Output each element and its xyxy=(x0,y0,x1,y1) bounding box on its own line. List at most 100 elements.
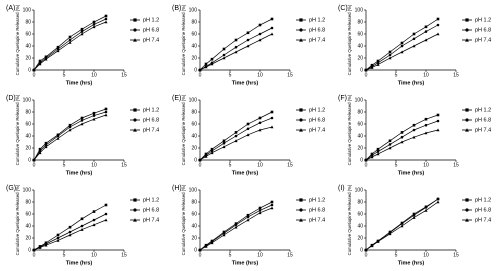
legend-label: pH 7.4 xyxy=(475,217,491,223)
marker xyxy=(258,116,262,120)
x-tick-label: 0 xyxy=(199,72,202,78)
legend-marker xyxy=(465,208,469,212)
x-axis-label: Time (hrs) xyxy=(232,170,259,176)
marker xyxy=(376,61,380,65)
marker xyxy=(210,149,214,153)
y-tick-label: 0 xyxy=(194,247,197,253)
legend-label: pH 1.2 xyxy=(143,107,159,113)
x-tick-label: 10 xyxy=(257,162,263,168)
x-tick-label: 0 xyxy=(199,252,202,258)
y-tick-label: 60 xyxy=(25,121,31,127)
marker xyxy=(68,123,72,127)
marker xyxy=(246,215,250,219)
legend-marker xyxy=(133,38,137,42)
legend-marker xyxy=(299,198,303,202)
y-tick-label: 40 xyxy=(357,223,363,229)
marker xyxy=(270,116,274,120)
marker xyxy=(56,233,60,237)
y-axis-label: Cumulative Quetiapine Released (%) xyxy=(181,94,186,165)
marker xyxy=(412,44,416,48)
marker xyxy=(38,149,42,153)
x-tick-label: 15 xyxy=(287,72,293,78)
legend-marker xyxy=(133,118,137,122)
y-tick-label: 0 xyxy=(28,247,31,253)
marker xyxy=(270,206,274,210)
marker xyxy=(400,140,404,144)
marker xyxy=(424,30,428,33)
marker xyxy=(436,128,440,132)
marker xyxy=(92,111,96,115)
marker xyxy=(376,63,380,66)
marker xyxy=(258,128,262,132)
x-axis-label: Time (hrs) xyxy=(398,80,425,86)
marker xyxy=(388,50,392,54)
marker xyxy=(400,41,404,45)
marker xyxy=(412,213,416,217)
y-tick-label: 40 xyxy=(191,133,197,139)
x-tick-label: 10 xyxy=(257,252,263,258)
y-tick-label: 40 xyxy=(191,223,197,229)
marker xyxy=(56,134,60,138)
marker xyxy=(376,240,380,243)
marker xyxy=(32,68,36,72)
marker xyxy=(56,136,60,140)
marker xyxy=(412,216,416,219)
marker xyxy=(104,107,108,111)
x-tick-label: 10 xyxy=(91,162,97,168)
marker xyxy=(234,225,238,229)
x-tick-label: 15 xyxy=(453,252,459,258)
marker xyxy=(68,40,72,44)
legend-label: pH 1.2 xyxy=(143,197,159,203)
marker xyxy=(68,225,72,229)
marker xyxy=(246,44,250,48)
y-tick-label: 40 xyxy=(357,43,363,49)
marker xyxy=(436,113,440,117)
legend-label: pH 1.2 xyxy=(309,107,325,113)
marker xyxy=(222,139,226,143)
marker xyxy=(400,224,404,228)
x-tick-label: 5 xyxy=(229,72,232,78)
legend-label: pH 7.4 xyxy=(475,37,491,43)
y-tick-label: 40 xyxy=(357,133,363,139)
y-tick-label: 60 xyxy=(25,31,31,37)
y-tick-label: 20 xyxy=(191,145,197,151)
marker xyxy=(204,244,208,248)
marker xyxy=(104,212,108,216)
marker xyxy=(270,32,274,36)
x-tick-label: 10 xyxy=(423,72,429,78)
marker xyxy=(234,38,238,42)
marker xyxy=(270,125,274,129)
y-tick-label: 80 xyxy=(191,199,197,205)
marker xyxy=(246,122,250,126)
marker xyxy=(222,233,226,237)
panel-title: (F) xyxy=(338,95,347,102)
marker xyxy=(388,146,392,150)
marker xyxy=(104,113,108,117)
marker xyxy=(222,141,226,145)
y-tick-label: 60 xyxy=(357,31,363,37)
x-tick-label: 10 xyxy=(91,252,97,258)
panel-title: (B) xyxy=(172,5,181,12)
x-axis-label: Time (hrs) xyxy=(398,170,425,176)
marker xyxy=(38,59,42,63)
y-tick-label: 60 xyxy=(25,211,31,217)
x-tick-label: 5 xyxy=(63,252,66,258)
marker xyxy=(38,62,42,66)
x-tick-label: 10 xyxy=(91,72,97,78)
legend-marker xyxy=(465,198,469,202)
legend-label: pH 6.8 xyxy=(475,207,491,213)
marker xyxy=(80,116,84,120)
y-tick-label: 80 xyxy=(25,19,31,25)
series-line xyxy=(33,111,107,161)
marker xyxy=(234,139,238,143)
marker xyxy=(68,125,72,129)
y-axis-label: Cumulative Quetiapine Released (%) xyxy=(347,184,352,255)
x-tick-label: 15 xyxy=(287,252,293,258)
legend-marker xyxy=(299,18,303,22)
y-tick-label: 40 xyxy=(25,43,31,49)
marker xyxy=(44,141,48,145)
y-tick-label: 0 xyxy=(194,157,197,163)
y-tick-label: 20 xyxy=(191,55,197,61)
legend-marker xyxy=(133,108,137,112)
